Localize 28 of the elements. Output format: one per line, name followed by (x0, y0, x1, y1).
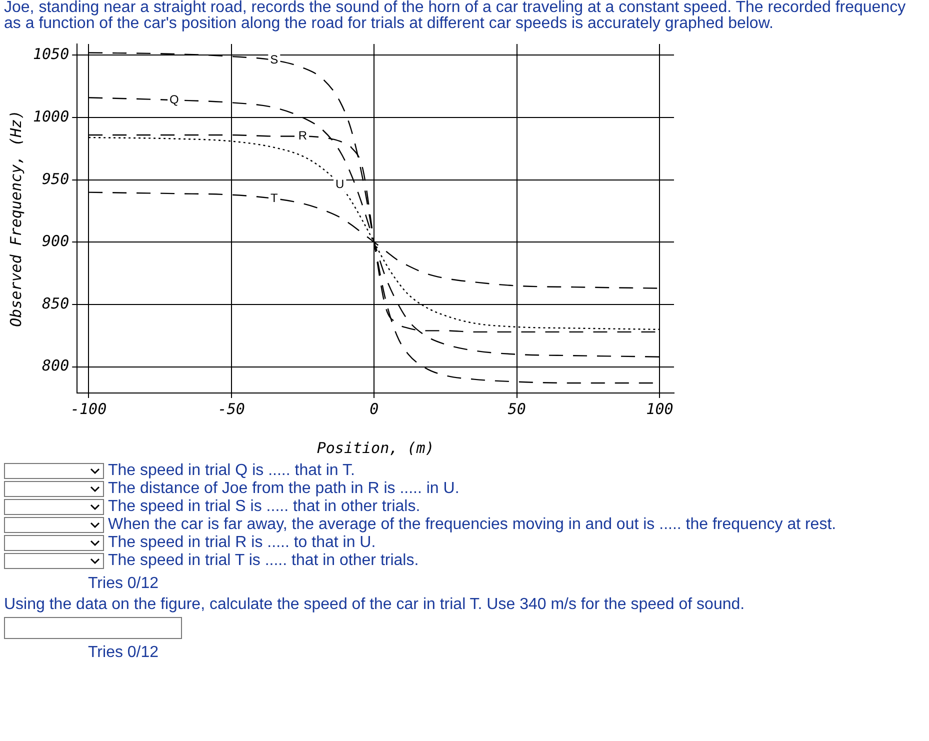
text: Tries 0/12 (87, 643, 160, 662)
series-label: U (336, 177, 344, 192)
series-label: R (298, 128, 308, 143)
series-label: S (270, 52, 278, 67)
y-tick-label: 1000 (33, 107, 70, 126)
text: The speed in trial T is ..... that in other trials. (108, 552, 419, 569)
series-label: T (270, 190, 279, 205)
text: The speed in trial R is ..... to that in U. (108, 534, 376, 551)
x-tick-label: -100 (70, 400, 107, 418)
x-tick-label: 100 (646, 400, 674, 418)
y-tick-label: 900 (42, 232, 70, 250)
text: Using the data on the figure, calculate the speed of the car in trial T. Use 340 m/s for the speed of sound. (4, 596, 746, 613)
series-label: Q (170, 92, 179, 106)
x-tick-label: -50 (218, 400, 245, 418)
chart-title: Joe, standing near a straight road, records the sound of the horn of a car traveling at a constant speed. The recorded frequency as a function of the car's position along the road for trials at different car speeds is accurately graphed below. (4, 0, 907, 32)
x-axis-title: Position, (m) (316, 438, 434, 457)
x-tick-label: 50 (508, 400, 526, 418)
y-axis-title: Observed Frequency, (Hz) (6, 110, 25, 327)
text: The speed in trial S is ..... that in other trials. (108, 498, 420, 515)
y-tick-label: 1050 (33, 45, 70, 64)
text: Tries 0/12 (87, 574, 160, 593)
text: The distance of Joe from the path in R is ..... in U. (108, 480, 460, 497)
text: The speed in trial Q is ..... that in T. (108, 462, 355, 479)
y-tick-label: 950 (42, 170, 70, 188)
y-tick-label: 850 (42, 294, 70, 312)
y-tick-label: 800 (42, 356, 70, 375)
x-tick-label: 0 (370, 400, 379, 418)
text: When the car is far away, the average of the frequencies moving in and out is ..... the frequency at rest. (108, 516, 836, 533)
